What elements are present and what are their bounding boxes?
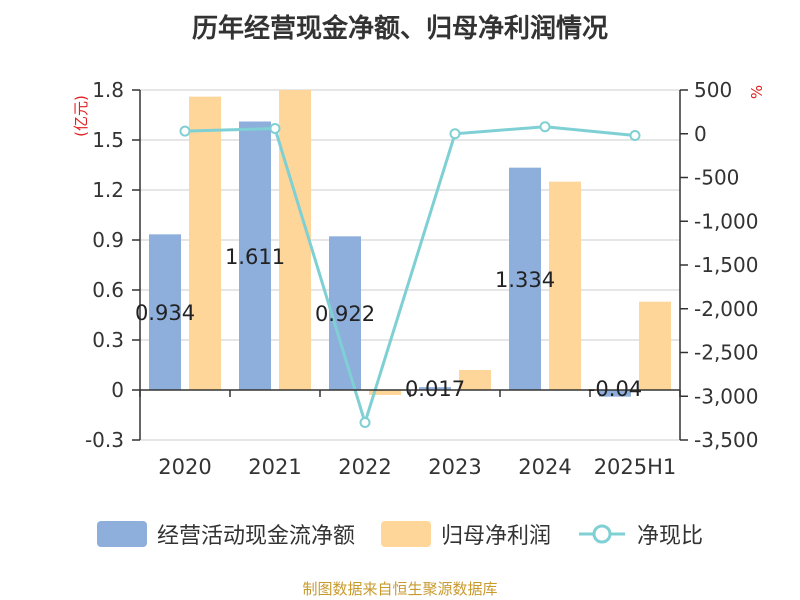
x-tick-label: 2024: [518, 455, 571, 479]
bar-cashflow: [509, 167, 541, 390]
bar-cashflow: [599, 390, 631, 397]
line-series: [179, 121, 641, 428]
legend-label-ratio: 净现比: [637, 524, 704, 549]
y-tick-label-left: 1.8: [92, 78, 124, 102]
x-tick-label: 2023: [428, 455, 481, 479]
y-tick-label-right: 500: [694, 78, 732, 102]
bar-netprofit: [189, 96, 221, 391]
bar-netprofit: [459, 370, 491, 390]
data-label-cashflow: 1.611: [225, 245, 285, 269]
bar-series: [149, 90, 671, 397]
axes: 1.8 1.5 1.2 0.9 0.6 0.3 0 -0.3 (亿元) 500 0 -500 -1,00…: [72, 78, 766, 479]
bar-cashflow: [419, 387, 451, 390]
data-label-cashflow: 0.922: [315, 302, 375, 326]
y-tick-label-left: 0.9: [92, 228, 124, 252]
bar-cashflow: [149, 234, 181, 390]
y-tick-label-right: -3,000: [694, 384, 758, 408]
bar-netprofit: [369, 390, 401, 395]
legend-label-cashflow: 经营活动现金流净额: [156, 524, 355, 549]
line-point-ratio: [359, 417, 371, 428]
legend-line-marker: [579, 524, 625, 544]
legend-swatch-netprofit: [380, 521, 431, 547]
y-tick-label-left: 0: [111, 378, 124, 402]
bar-netprofit: [279, 90, 311, 390]
bar-cashflow: [329, 236, 361, 390]
line-point-ratio: [449, 128, 461, 140]
y-tick-label-right: -500: [694, 166, 739, 190]
legend: 经营活动现金流净额 归母净利润 净现比: [0, 518, 800, 550]
line-point-ratio: [269, 123, 281, 134]
y-tick-label-left: -0.3: [85, 428, 124, 452]
x-tick-label: 2025H1: [594, 455, 677, 479]
legend-swatch-cashflow: [96, 521, 147, 547]
x-tick-label: 2020: [158, 455, 211, 479]
y-axis-right-unit: %: [748, 85, 766, 99]
x-tick-label: 2022: [338, 455, 391, 479]
grid-lines: [140, 89, 680, 441]
data-label-cashflow: -0.04: [588, 377, 642, 401]
y-tick-label-right: 0: [694, 122, 707, 146]
data-label-cashflow: 1.334: [495, 268, 555, 292]
data-label-cashflow: 0.934: [135, 301, 195, 325]
bar-cashflow: [239, 121, 271, 390]
legend-item-cashflow[interactable]: 经营活动现金流净额: [96, 518, 355, 550]
line-point-ratio: [179, 125, 191, 137]
data-label-cashflow: 0.017: [405, 377, 465, 401]
y-tick-label-right: -1,500: [694, 253, 758, 277]
y-axis-left-unit: (亿元): [72, 95, 90, 137]
y-tick-label-right: -3,500: [694, 428, 758, 452]
legend-item-netprofit[interactable]: 归母净利润: [380, 518, 551, 550]
bar-netprofit: [549, 181, 581, 390]
y-tick-label-right: -2,500: [694, 341, 758, 365]
bar-netprofit: [639, 301, 671, 390]
y-tick-label-left: 1.5: [92, 128, 124, 152]
legend-item-ratio[interactable]: 净现比: [577, 518, 703, 550]
y-tick-label-left: 0.3: [92, 328, 124, 352]
y-tick-label-left: 0.6: [92, 278, 124, 302]
y-tick-label-right: -1,000: [694, 209, 758, 233]
x-tick-label: 2021: [248, 455, 301, 479]
data-labels: 0.934 1.611 0.922 0.017 1.334 -0.04: [135, 245, 642, 401]
line-point-ratio: [629, 130, 641, 141]
line-point-ratio: [539, 121, 551, 133]
source-note: 制图数据来自恒生聚源数据库: [302, 580, 498, 598]
legend-label-netprofit: 归母净利润: [440, 524, 551, 549]
chart-title: 历年经营现金净额、归母净利润情况: [191, 14, 608, 44]
y-tick-label-right: -2,000: [694, 297, 758, 321]
line-ratio: [184, 125, 636, 428]
y-tick-label-left: 1.2: [92, 178, 124, 202]
